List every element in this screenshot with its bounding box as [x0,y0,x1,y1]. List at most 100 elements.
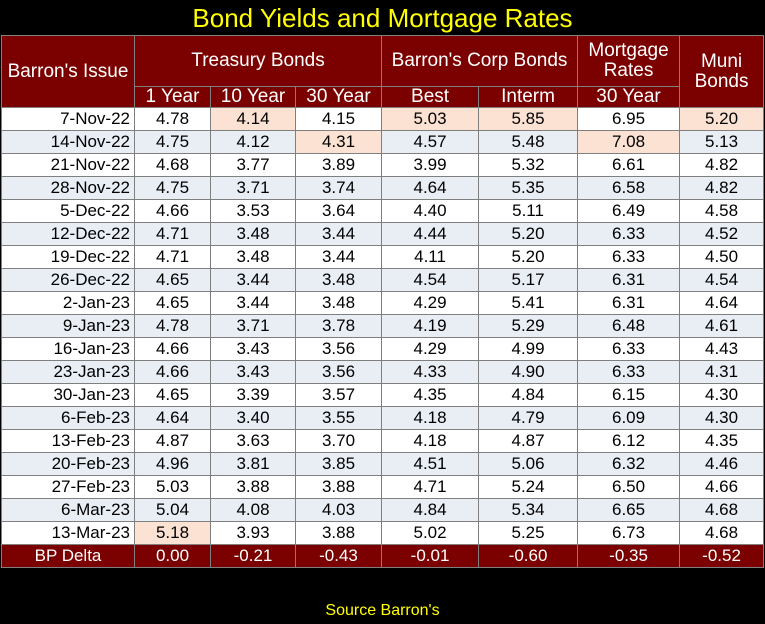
issue-date-cell: 28-Nov-22 [1,176,135,200]
value-cell: 6.58 [577,176,681,200]
value-cell: 4.57 [381,130,480,154]
value-cell: 3.44 [294,245,383,269]
issue-date-cell: 12-Dec-22 [1,222,135,246]
value-cell: 3.57 [294,383,383,407]
table-row: 7-Nov-22 4.78 4.14 4.15 5.03 5.85 6.95 5.20 [1,107,765,131]
delta-cell: -0.01 [381,544,480,568]
table-row: 2-Jan-23 4.65 3.44 3.48 4.29 5.41 6.31 4.64 [1,291,765,315]
header-treasury: Treasury Bonds [133,35,383,87]
value-cell: 3.70 [294,429,383,453]
value-cell: 4.65 [134,268,211,292]
value-cell: 3.64 [294,199,383,223]
delta-cell: -0.60 [478,544,579,568]
value-cell: 6.31 [577,268,681,292]
bond-yield-table: Barron's Issue Treasury Bonds Barron's C… [1,35,765,568]
value-cell: 3.63 [210,429,296,453]
value-cell: 4.51 [381,452,480,476]
value-cell: 4.30 [679,383,765,407]
value-cell: 5.85 [478,107,579,131]
delta-label: BP Delta [1,544,135,568]
value-cell: 3.55 [294,406,383,430]
value-cell: 6.33 [577,245,681,269]
value-cell: 5.20 [478,245,579,269]
value-cell: 4.66 [134,360,211,384]
value-cell: 5.20 [478,222,579,246]
value-cell: 4.64 [134,406,211,430]
value-cell: 6.09 [577,406,681,430]
issue-date-cell: 21-Nov-22 [1,153,135,177]
value-cell: 3.48 [210,245,296,269]
value-cell: 4.44 [381,222,480,246]
value-cell: 3.43 [210,360,296,384]
value-cell: 4.64 [679,291,765,315]
value-cell: 4.18 [381,429,480,453]
value-cell: 4.43 [679,337,765,361]
value-cell: 4.66 [679,475,765,499]
value-cell: 6.48 [577,314,681,338]
header-issue: Barron's Issue [1,35,135,108]
value-cell: 4.18 [381,406,480,430]
table-row: 13-Mar-23 5.18 3.93 3.88 5.02 5.25 6.73 4.68 [1,521,765,545]
value-cell: 5.25 [478,521,579,545]
delta-cell: -0.35 [577,544,681,568]
value-cell: 3.89 [294,153,383,177]
value-cell: 4.50 [679,245,765,269]
value-cell: 6.50 [577,475,681,499]
subheader-10-year: 10 Year [210,86,296,108]
value-cell: 5.41 [478,291,579,315]
value-cell: 7.08 [577,130,681,154]
value-cell: 3.88 [210,475,296,499]
value-cell: 3.56 [294,360,383,384]
value-cell: 3.56 [294,337,383,361]
value-cell: 4.40 [381,199,480,223]
issue-date-cell: 20-Feb-23 [1,452,135,476]
table-row: 20-Feb-23 4.96 3.81 3.85 4.51 5.06 6.32 4.46 [1,452,765,476]
value-cell: 4.29 [381,337,480,361]
value-cell: 5.20 [679,107,765,131]
table-row: 14-Nov-22 4.75 4.12 4.31 4.57 5.48 7.08 5.13 [1,130,765,154]
value-cell: 4.46 [679,452,765,476]
value-cell: 3.71 [210,176,296,200]
value-cell: 4.84 [381,498,480,522]
value-cell: 3.88 [294,521,383,545]
table-row: 26-Dec-22 4.65 3.44 3.48 4.54 5.17 6.31 4.54 [1,268,765,292]
value-cell: 5.02 [381,521,480,545]
value-cell: 5.04 [134,498,211,522]
value-cell: 3.88 [294,475,383,499]
value-cell: 4.87 [478,429,579,453]
value-cell: 3.48 [210,222,296,246]
issue-date-cell: 16-Jan-23 [1,337,135,361]
value-cell: 4.71 [134,245,211,269]
value-cell: 6.15 [577,383,681,407]
source-note: Source Barron's [325,602,440,619]
issue-date-cell: 6-Mar-23 [1,498,135,522]
issue-date-cell: 19-Dec-22 [1,245,135,269]
value-cell: 4.30 [679,406,765,430]
subheader-mortgage-30-year: 30 Year [577,86,681,108]
value-cell: 4.35 [381,383,480,407]
value-cell: 4.65 [134,383,211,407]
value-cell: 4.66 [134,199,211,223]
value-cell: 5.03 [134,475,211,499]
value-cell: 4.68 [679,498,765,522]
table-row: 6-Feb-23 4.64 3.40 3.55 4.18 4.79 6.09 4.30 [1,406,765,430]
value-cell: 4.84 [478,383,579,407]
value-cell: 4.71 [381,475,480,499]
subheader-interm: Interm [478,86,579,108]
value-cell: 5.03 [381,107,480,131]
value-cell: 4.78 [134,107,211,131]
table-row: 13-Feb-23 4.87 3.63 3.70 4.18 4.87 6.12 4.35 [1,429,765,453]
value-cell: 3.43 [210,337,296,361]
subheader-best: Best [381,86,480,108]
value-cell: 4.65 [134,291,211,315]
value-cell: 4.99 [478,337,579,361]
delta-cell: 0.00 [134,544,211,568]
value-cell: 4.79 [478,406,579,430]
value-cell: 4.52 [679,222,765,246]
value-cell: 4.82 [679,176,765,200]
value-cell: 6.33 [577,222,681,246]
issue-date-cell: 9-Jan-23 [1,314,135,338]
header-corp: Barron's Corp Bonds [381,35,579,87]
value-cell: 3.44 [210,268,296,292]
delta-cell: -0.52 [679,544,765,568]
